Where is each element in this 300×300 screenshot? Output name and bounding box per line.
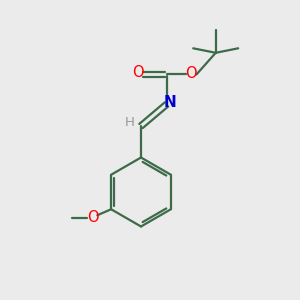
Text: O: O — [132, 65, 143, 80]
Text: H: H — [125, 116, 134, 129]
Text: N: N — [164, 95, 176, 110]
Text: O: O — [185, 66, 197, 81]
Text: O: O — [87, 209, 98, 224]
